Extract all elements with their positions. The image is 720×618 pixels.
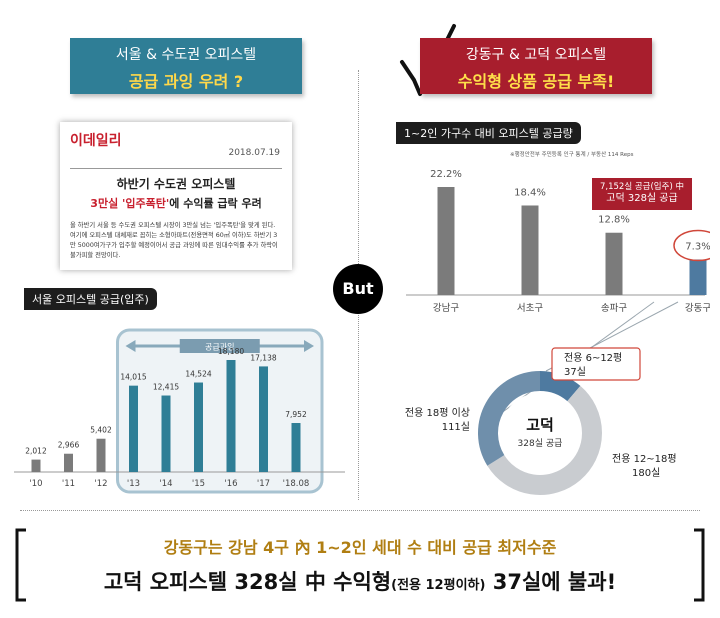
data-label: 5,402 bbox=[90, 426, 112, 435]
data-label: 17,138 bbox=[250, 353, 276, 362]
slice-count: 37실 bbox=[564, 366, 586, 378]
data-label: 7,952 bbox=[285, 410, 307, 419]
x-tick-label: '15 bbox=[192, 479, 205, 489]
donut-slice bbox=[487, 385, 602, 495]
summary-line2-b: 37실에 불과! bbox=[485, 570, 617, 594]
x-tick-label: '12 bbox=[94, 479, 107, 489]
bar bbox=[605, 232, 623, 295]
summary-line2-small: (전용 12평이하) bbox=[391, 578, 486, 593]
data-label: 14,015 bbox=[120, 373, 146, 382]
seoul-supply-chart: 공급과잉 2,012 '10 2,966 '11 5,402 '12 14,015 '13 12,… bbox=[14, 328, 345, 494]
data-label: 18.4% bbox=[514, 187, 546, 198]
news-logo: 이데일리 bbox=[70, 133, 122, 149]
summary-line2-a: 고덕 오피스텔 328실 中 수익형 bbox=[103, 570, 392, 594]
bar bbox=[96, 438, 106, 472]
x-tick-label: 강남구 bbox=[433, 303, 459, 314]
bar bbox=[194, 382, 203, 472]
right-chart-title: 1~2인 가구수 대비 오피스텔 공급량 bbox=[396, 122, 581, 144]
data-label: 12,415 bbox=[153, 383, 179, 392]
oversupply-label: 공급과잉 bbox=[205, 342, 234, 352]
donut-subtitle: 328실 공급 bbox=[518, 438, 563, 449]
slice-count: 180실 bbox=[632, 467, 660, 479]
x-tick-label: '10 bbox=[29, 479, 42, 489]
bar bbox=[161, 395, 171, 472]
news-headline-rest: 에 수익률 급락 우려 bbox=[169, 197, 262, 210]
slice-label: 전용 18평 이상 bbox=[405, 407, 470, 419]
but-circle: But bbox=[333, 264, 383, 314]
data-label: 2,966 bbox=[58, 441, 80, 450]
summary-line2: 고덕 오피스텔 328실 中 수익형(전용 12평이하) 37실에 불과! bbox=[30, 566, 690, 596]
badge-line1: 서울 & 수도권 오피스텔 bbox=[115, 47, 257, 63]
summary-line1: 강동구는 강남 4구 內 1~2인 세대 수 대비 공급 최저수준 bbox=[163, 538, 557, 557]
supply-callout: 7,152실 공급(입주) 中 고덕 328실 공급 bbox=[592, 178, 692, 210]
bar bbox=[226, 360, 236, 472]
bar bbox=[129, 385, 138, 472]
news-separator bbox=[70, 168, 282, 169]
donut-hole bbox=[500, 393, 580, 473]
slice-label: 전용 6~12평 bbox=[564, 352, 622, 364]
highlight-circle bbox=[673, 229, 710, 262]
badge-line1: 강동구 & 고덕 오피스텔 bbox=[465, 47, 607, 63]
data-label: 12.8% bbox=[598, 215, 630, 226]
x-tick-label: '17 bbox=[257, 479, 270, 489]
data-label: 14,524 bbox=[185, 370, 211, 379]
left-chart-title: 서울 오피스텔 공급(입주) bbox=[24, 288, 157, 310]
news-headline-1: 하반기 수도권 오피스텔 bbox=[116, 177, 236, 191]
bar bbox=[31, 459, 41, 472]
bar bbox=[259, 366, 268, 472]
news-body: 올 하반기 서울 등 수도권 오피스텔 시장이 3만실 넘는 '입주폭탄'을 맞… bbox=[70, 222, 278, 259]
donut-slice bbox=[478, 371, 541, 466]
x-tick-label: '16 bbox=[224, 479, 237, 489]
right-bracket-icon bbox=[694, 528, 705, 602]
arrow-left-icon bbox=[125, 340, 136, 352]
data-label: 18,180 bbox=[218, 347, 244, 356]
slice-count: 111실 bbox=[442, 421, 470, 433]
news-headline-red: 3만실 '입주폭탄' bbox=[90, 197, 170, 210]
bar bbox=[689, 259, 707, 295]
bar bbox=[291, 423, 301, 472]
callout-line1: 7,152실 공급(입주) 中 bbox=[600, 182, 684, 192]
data-label: 22.2% bbox=[430, 169, 462, 180]
donut-title: 고덕 bbox=[526, 416, 554, 434]
x-tick-label: '18.08 bbox=[283, 479, 310, 489]
bar bbox=[521, 205, 539, 295]
arrow-right-icon bbox=[304, 340, 314, 352]
news-clipping: 이데일리 2018.07.19 하반기 수도권 오피스텔 3만실 '입주폭탄'에… bbox=[60, 122, 292, 270]
donut-slice bbox=[539, 371, 581, 402]
small-unit-highlight bbox=[551, 347, 641, 381]
data-label: 2,012 bbox=[25, 447, 47, 456]
bottom-summary: 강동구는 강남 4구 內 1~2인 세대 수 대비 공급 최저수준 고덕 오피스… bbox=[30, 530, 690, 602]
household-ratio-chart: 22.2% 강남구 18.4% 서초구 12.8% 송파구 7.3% 강동구 bbox=[406, 169, 710, 314]
horizontal-divider bbox=[20, 510, 700, 511]
bar bbox=[437, 187, 455, 295]
x-tick-label: '13 bbox=[127, 479, 140, 489]
chart-source: ※행정안전부 주민등록 인구 통계 / 부동산 114 Reps bbox=[510, 152, 634, 158]
slice-label: 전용 12~18평 bbox=[612, 453, 677, 465]
left-bracket-icon bbox=[15, 528, 26, 602]
gangdong-badge: 강동구 & 고덕 오피스텔 수익형 상품 공급 부족! bbox=[420, 38, 652, 94]
oversupply-tag bbox=[179, 339, 260, 353]
badge-line2: 공급 과잉 우려 ? bbox=[128, 72, 244, 91]
badge-line2: 수익형 상품 공급 부족! bbox=[457, 72, 615, 91]
x-tick-label: 강동구 bbox=[685, 303, 710, 314]
x-tick-label: 송파구 bbox=[601, 303, 627, 314]
x-tick-label: '14 bbox=[159, 479, 172, 489]
callout-line2: 고덕 328실 공급 bbox=[606, 193, 678, 204]
news-headline-2: 3만실 '입주폭탄'에 수익률 급락 우려 bbox=[70, 195, 282, 211]
data-label: 7.3% bbox=[685, 241, 710, 252]
seoul-supply-badge: 서울 & 수도권 오피스텔 공급 과잉 우려 ? bbox=[70, 38, 302, 94]
x-tick-label: 서초구 bbox=[517, 303, 543, 314]
bar bbox=[64, 453, 73, 472]
x-tick-label: '11 bbox=[62, 479, 75, 489]
news-date: 2018.07.19 bbox=[228, 148, 280, 158]
